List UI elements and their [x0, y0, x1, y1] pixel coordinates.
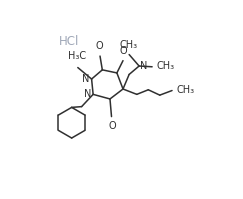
Text: O: O [95, 41, 103, 51]
Text: N: N [140, 61, 148, 71]
Text: N: N [82, 74, 90, 84]
Text: O: O [108, 121, 116, 132]
Text: H₃C: H₃C [68, 51, 86, 61]
Text: N: N [84, 89, 91, 99]
Text: CH₃: CH₃ [157, 61, 175, 71]
Text: O: O [120, 46, 128, 56]
Text: CH₃: CH₃ [177, 85, 195, 95]
Text: HCl: HCl [59, 35, 79, 48]
Text: CH₃: CH₃ [119, 40, 138, 50]
